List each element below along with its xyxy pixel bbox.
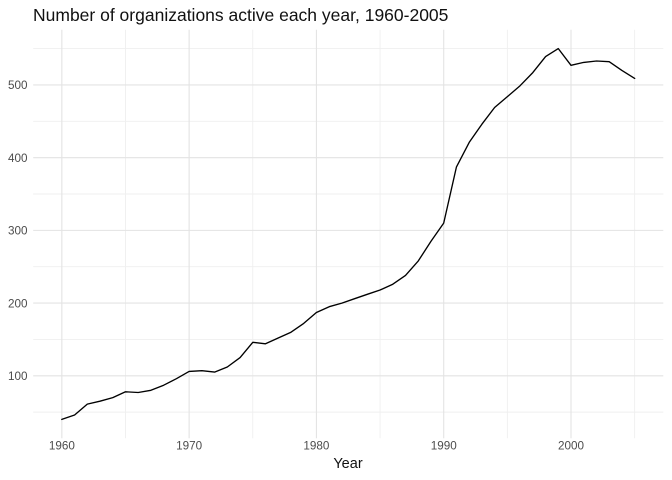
x-axis-title: Year <box>333 456 363 472</box>
gridlines-minor <box>33 29 664 439</box>
y-tick-label: 500 <box>8 79 28 92</box>
y-tick-label: 200 <box>8 297 28 310</box>
y-tick-label: 300 <box>8 225 28 238</box>
chart-title: Number of organizations active each year… <box>33 5 449 25</box>
x-tick-labels: 1960 1970 1980 1990 2000 <box>49 440 585 453</box>
y-tick-labels: 100 200 300 400 500 <box>8 79 28 383</box>
x-tick-label: 1970 <box>176 440 203 453</box>
x-tick-label: 1960 <box>49 440 76 453</box>
y-tick-label: 100 <box>8 370 28 383</box>
x-tick-label: 2000 <box>558 440 585 453</box>
data-line-series <box>61 47 636 421</box>
x-tick-label: 1990 <box>431 440 458 453</box>
x-tick-label: 1980 <box>303 440 330 453</box>
y-tick-label: 400 <box>8 152 28 165</box>
gridlines-major <box>33 29 664 439</box>
